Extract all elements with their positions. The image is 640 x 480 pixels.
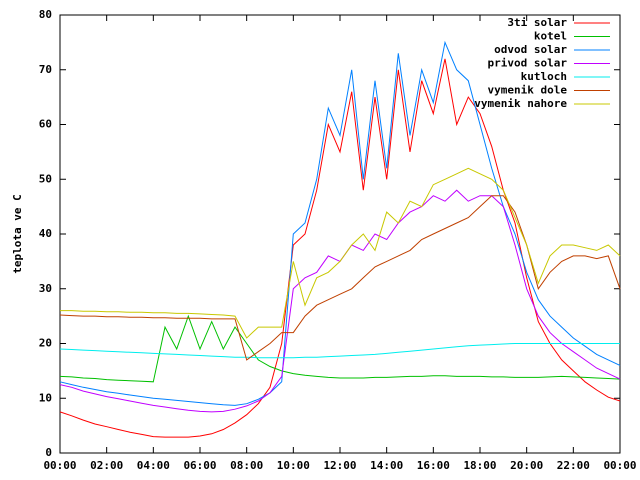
series-line: [59, 343, 620, 359]
legend-label: kutloch: [521, 70, 567, 83]
y-tick-label: 80: [39, 8, 52, 21]
series-line: [60, 167, 621, 339]
x-tick-label: 16:00: [417, 459, 450, 472]
x-tick-label: 00:00: [603, 459, 636, 472]
x-tick-label: 04:00: [137, 459, 170, 472]
series-line: [59, 195, 621, 361]
y-tick-label: 50: [39, 172, 52, 185]
legend-label: kotel: [534, 30, 567, 43]
y-tick-label: 10: [39, 391, 52, 404]
legend-label: vymenik dole: [488, 84, 568, 97]
x-tick-label: 02:00: [90, 459, 123, 472]
y-tick-label: 20: [39, 337, 52, 350]
series-line: [59, 58, 621, 438]
series-line: [59, 189, 621, 413]
x-tick-label: 10:00: [277, 459, 310, 472]
x-tick-label: 14:00: [370, 459, 403, 472]
legend-label: privod solar: [488, 57, 568, 70]
x-tick-label: 12:00: [323, 459, 356, 472]
y-axis-label: teplota ve C: [11, 194, 24, 273]
y-tick-label: 70: [39, 63, 52, 76]
x-tick-label: 08:00: [230, 459, 263, 472]
y-tick-label: 60: [39, 118, 52, 131]
y-tick-label: 0: [45, 446, 52, 459]
x-tick-label: 18:00: [463, 459, 496, 472]
legend-label: vymenik nahore: [474, 97, 567, 110]
series-line: [59, 40, 621, 406]
y-tick-label: 30: [39, 282, 52, 295]
x-tick-label: 00:00: [43, 459, 76, 472]
legend-label: 3ti solar: [507, 16, 567, 29]
x-tick-label: 20:00: [510, 459, 543, 472]
x-tick-label: 22:00: [557, 459, 590, 472]
series-line: [59, 314, 621, 383]
x-tick-label: 06:00: [183, 459, 216, 472]
y-tick-label: 40: [39, 227, 52, 240]
legend-label: odvod solar: [494, 43, 567, 56]
